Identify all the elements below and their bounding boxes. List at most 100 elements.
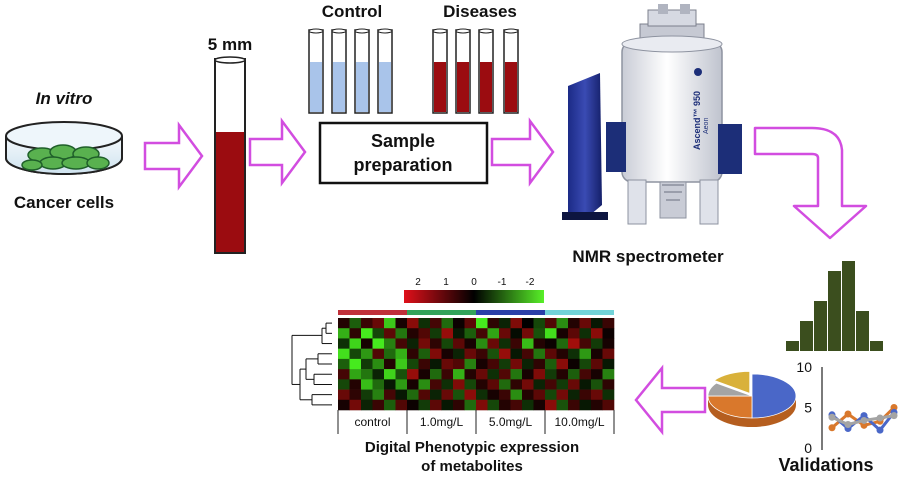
heatmap-cell bbox=[453, 318, 465, 329]
heatmap-cell bbox=[556, 358, 569, 370]
group-label: 10.0mg/L bbox=[554, 415, 604, 429]
heatmap-cell bbox=[556, 399, 569, 411]
heatmap-cell bbox=[384, 328, 396, 339]
heatmap-cell bbox=[441, 338, 454, 349]
arrow-3 bbox=[490, 117, 555, 187]
heatmap-cell bbox=[464, 338, 477, 349]
heatmap-cell bbox=[441, 399, 454, 411]
heatmap-cell bbox=[568, 379, 580, 390]
group-label: 5.0mg/L bbox=[489, 415, 533, 429]
heatmap-cell bbox=[453, 399, 465, 411]
heatmap-cell bbox=[418, 369, 431, 380]
heatmap-cell bbox=[533, 358, 546, 370]
heatmap-cell bbox=[395, 358, 408, 370]
heatmap-cell bbox=[384, 348, 396, 360]
heatmap-cell bbox=[464, 379, 477, 390]
heatmap-cell bbox=[499, 389, 511, 401]
heatmap-cell bbox=[499, 379, 511, 390]
heatmap-cell bbox=[556, 338, 569, 349]
heatmap-cell bbox=[418, 338, 431, 349]
heatmap-cell bbox=[441, 369, 454, 380]
heatmap-cell bbox=[602, 328, 615, 339]
heatmap-cell bbox=[522, 389, 534, 401]
heatmap-cell bbox=[372, 379, 385, 390]
heatmap-cell bbox=[395, 328, 408, 339]
color-scale-tick: -2 bbox=[526, 277, 535, 288]
pie-slice-blue bbox=[751, 373, 797, 419]
heatmap-cell bbox=[476, 358, 488, 370]
heatmap-cell bbox=[545, 399, 557, 411]
validation-pie-chart bbox=[707, 370, 797, 427]
heatmap-cell bbox=[533, 348, 546, 360]
heatmap-cell bbox=[579, 379, 592, 390]
heatmap-cell bbox=[510, 358, 523, 370]
heatmap-cell bbox=[476, 328, 488, 339]
color-scale-tick: 1 bbox=[443, 277, 449, 288]
heatmap-cell bbox=[395, 318, 408, 329]
heatmap-group-labels: control 1.0mg/L 5.0mg/L 10.0mg/L bbox=[337, 410, 615, 434]
heatmap-cell bbox=[338, 318, 350, 329]
heatmap-cell bbox=[487, 399, 500, 411]
heatmap-cell bbox=[556, 389, 569, 401]
heatmap-cell bbox=[349, 369, 362, 380]
line-point bbox=[860, 421, 868, 429]
heatmap-cell bbox=[464, 318, 477, 329]
heatmap-cell bbox=[476, 369, 488, 380]
validation-histogram bbox=[786, 261, 883, 351]
heatmap-cell bbox=[384, 318, 396, 329]
heatmap-cell bbox=[499, 369, 511, 380]
cancer-cells-label: Cancer cells bbox=[14, 193, 114, 212]
heatmap-cell bbox=[453, 348, 465, 360]
heatmap-cell bbox=[349, 328, 362, 339]
heatmap-cell bbox=[361, 348, 373, 360]
heatmap-cell bbox=[407, 399, 419, 411]
heatmap-cell bbox=[487, 369, 500, 380]
heatmap-cell bbox=[568, 369, 580, 380]
heatmap-cell bbox=[591, 328, 603, 339]
disease-tubes bbox=[432, 28, 519, 114]
sample-prep-line1: Sample bbox=[371, 131, 435, 151]
heatmap-cell bbox=[476, 348, 488, 360]
heatmap-cell bbox=[522, 318, 534, 329]
heatmap-cell bbox=[556, 328, 569, 339]
heatmap-dendrogram bbox=[291, 322, 332, 406]
control-tubes bbox=[308, 28, 393, 114]
heatmap-cell bbox=[499, 348, 511, 360]
heatmap-cell bbox=[556, 318, 569, 329]
heatmap-cell bbox=[579, 338, 592, 349]
heatmap-cell bbox=[522, 328, 534, 339]
heatmap-cell bbox=[487, 338, 500, 349]
heatmap-cell bbox=[418, 358, 431, 370]
heatmap-cell bbox=[499, 338, 511, 349]
heatmap-cell bbox=[338, 379, 350, 390]
arrow-1 bbox=[143, 121, 204, 191]
heatmap-cell bbox=[430, 348, 442, 360]
color-scale-tick: 0 bbox=[471, 277, 477, 288]
magnet-brand-text: Ascend™ 950 bbox=[692, 91, 702, 150]
line-point bbox=[890, 404, 898, 411]
control-tube-3 bbox=[354, 28, 370, 114]
heatmap-cell bbox=[533, 389, 546, 401]
sample-preparation-box: Sample preparation bbox=[318, 121, 489, 185]
line-point bbox=[876, 414, 884, 422]
heatmap-cell bbox=[418, 318, 431, 329]
heatmap-cell bbox=[372, 328, 385, 339]
heatmap-cell bbox=[407, 348, 419, 360]
color-scale-ticks: 2 1 0 -1 -2 bbox=[415, 277, 535, 288]
heatmap-cell bbox=[418, 399, 431, 411]
heatmap-cell bbox=[418, 348, 431, 360]
heatmap-cell bbox=[476, 338, 488, 349]
heatmap-cell bbox=[510, 348, 523, 360]
heatmap-cell bbox=[476, 389, 488, 401]
heatmap-cell bbox=[430, 338, 442, 349]
heatmap-cell bbox=[545, 369, 557, 380]
heatmap-cell bbox=[522, 358, 534, 370]
histogram-bar-5 bbox=[842, 261, 855, 351]
heatmap-cell bbox=[602, 348, 615, 360]
heatmap-cell bbox=[361, 338, 373, 349]
heatmap-cell bbox=[591, 389, 603, 401]
heatmap-cell bbox=[591, 318, 603, 329]
heatmap-cell bbox=[384, 369, 396, 380]
heatmap-cell bbox=[349, 399, 362, 411]
